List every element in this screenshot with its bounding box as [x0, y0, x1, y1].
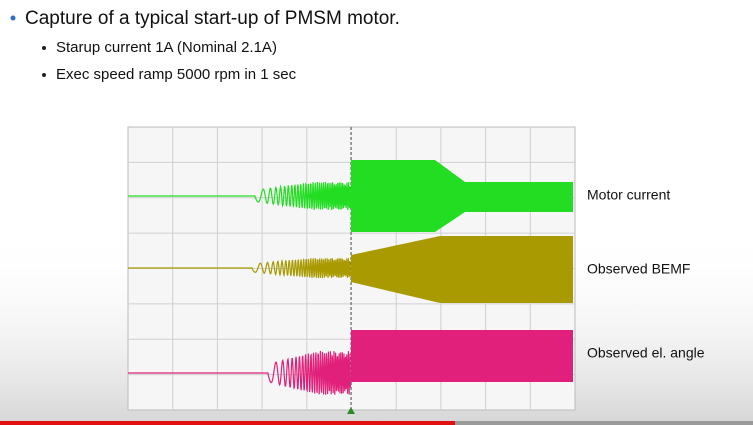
trigger-marker [347, 407, 355, 414]
bullet-text: Exec speed ramp 5000 rpm in 1 sec [56, 66, 297, 83]
waveform-band [351, 160, 573, 232]
slide-title: Capture of a typical start-up of PMSM mo… [25, 8, 400, 29]
trace-label: Observed el. angle [587, 345, 705, 361]
trace-label: Observed BEMF [587, 261, 690, 277]
waveform [128, 351, 352, 395]
waveform [128, 257, 352, 279]
bullet-dot [42, 73, 46, 77]
bullet-text: Starup current 1A (Nominal 2.1A) [56, 39, 277, 56]
trace-label: Motor current [587, 187, 670, 203]
bullet-dot [10, 15, 16, 21]
bullet-dot [42, 46, 46, 50]
video-progress[interactable] [0, 421, 455, 425]
waveform [128, 181, 352, 211]
waveform-band [351, 236, 573, 303]
scope-capture [127, 126, 576, 414]
waveform-band [351, 330, 573, 382]
